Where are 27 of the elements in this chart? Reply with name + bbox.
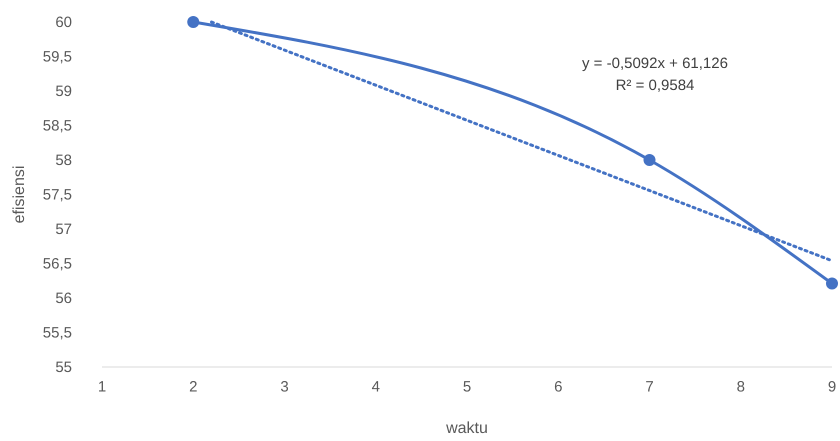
- y-tick-label: 55,5: [42, 324, 72, 342]
- y-tick-label: 55: [55, 358, 72, 376]
- y-tick-label: 60: [55, 14, 72, 31]
- x-axis-title: waktu: [445, 420, 488, 437]
- x-tick-label: 2: [189, 378, 198, 396]
- x-tick-label: 3: [280, 378, 289, 396]
- annotation: y = -0,5092x + 61,126: [582, 55, 728, 72]
- x-tick-label: 8: [736, 378, 745, 396]
- y-axis-title: efisiensi: [11, 166, 28, 224]
- y-tick-label: 57,5: [42, 186, 72, 204]
- x-tick-label: 4: [372, 378, 380, 396]
- point: [826, 278, 838, 290]
- y-tick-label: 59: [55, 82, 72, 100]
- x-tick-label: 6: [554, 378, 562, 396]
- y-tick-label: 58: [55, 152, 72, 169]
- point: [187, 16, 200, 28]
- x-tick-label: 5: [462, 378, 472, 396]
- y-tick-label: 56,5: [42, 255, 72, 272]
- y-tick-label: 58,5: [42, 117, 72, 134]
- point: [644, 154, 656, 166]
- x-tick-label: 9: [828, 378, 836, 396]
- annotation: R² = 0,9584: [616, 77, 694, 94]
- y-tick-label: 57: [55, 220, 72, 238]
- x-tick-label: 7: [645, 378, 654, 396]
- x-tick-label: 1: [98, 378, 106, 396]
- y-tick-label: 59,5: [42, 48, 72, 66]
- y-tick-label: 56: [55, 290, 72, 307]
